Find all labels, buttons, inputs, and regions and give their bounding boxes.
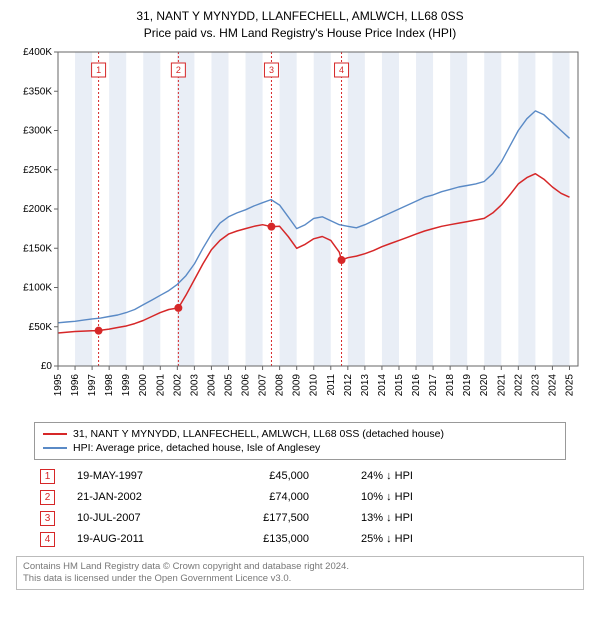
chart-container: 31, NANT Y MYNYDD, LLANFECHELL, AMLWCH, … [0, 0, 600, 594]
transaction-marker: 4 [40, 532, 55, 547]
svg-text:2020: 2020 [479, 373, 490, 396]
svg-text:£400K: £400K [23, 47, 52, 58]
transaction-date: 10-JUL-2007 [77, 512, 197, 524]
svg-text:1: 1 [96, 64, 101, 74]
legend-label-property: 31, NANT Y MYNYDD, LLANFECHELL, AMLWCH, … [73, 428, 444, 440]
svg-text:2019: 2019 [462, 373, 473, 396]
legend-row-hpi: HPI: Average price, detached house, Isle… [43, 441, 557, 455]
svg-text:4: 4 [339, 64, 344, 74]
svg-text:£100K: £100K [23, 282, 52, 293]
transaction-price: £74,000 [219, 491, 309, 503]
svg-text:2004: 2004 [206, 373, 217, 396]
legend: 31, NANT Y MYNYDD, LLANFECHELL, AMLWCH, … [34, 422, 566, 460]
svg-text:2: 2 [176, 64, 181, 74]
transaction-date: 19-MAY-1997 [77, 470, 197, 482]
chart-area: £0 £50K £100K £150K £200K £250K £300K £350K £400… [12, 46, 588, 416]
svg-text:2021: 2021 [496, 373, 507, 396]
transaction-marker: 1 [40, 469, 55, 484]
footnote: Contains HM Land Registry data © Crown c… [16, 556, 584, 591]
svg-text:2022: 2022 [513, 373, 524, 396]
svg-text:2005: 2005 [223, 373, 234, 396]
transaction-price: £45,000 [219, 470, 309, 482]
svg-text:£250K: £250K [23, 164, 52, 175]
svg-text:£300K: £300K [23, 125, 52, 136]
svg-text:2002: 2002 [172, 373, 183, 396]
legend-swatch-property [43, 433, 67, 435]
transaction-price: £135,000 [219, 533, 309, 545]
svg-text:2008: 2008 [275, 373, 286, 396]
svg-text:2014: 2014 [377, 373, 388, 396]
svg-text:2007: 2007 [258, 373, 269, 396]
transaction-price: £177,500 [219, 512, 309, 524]
table-row: 4 19-AUG-2011 £135,000 25% ↓ HPI [34, 529, 566, 550]
legend-row-property: 31, NANT Y MYNYDD, LLANFECHELL, AMLWCH, … [43, 427, 557, 441]
svg-text:2009: 2009 [292, 373, 303, 396]
transaction-date: 21-JAN-2002 [77, 491, 197, 503]
transaction-marker: 2 [40, 490, 55, 505]
table-row: 3 10-JUL-2007 £177,500 13% ↓ HPI [34, 508, 566, 529]
footnote-line-2: This data is licensed under the Open Gov… [23, 573, 577, 585]
svg-text:£0: £0 [41, 361, 53, 372]
transaction-marker: 3 [40, 511, 55, 526]
transactions-table: 1 19-MAY-1997 £45,000 24% ↓ HPI 2 21-JAN… [34, 466, 566, 550]
transaction-date: 19-AUG-2011 [77, 533, 197, 545]
svg-text:£200K: £200K [23, 204, 52, 215]
title-line-1: 31, NANT Y MYNYDD, LLANFECHELL, AMLWCH, … [12, 8, 588, 25]
transaction-diff: 10% ↓ HPI [331, 491, 441, 503]
svg-text:1996: 1996 [70, 373, 81, 396]
svg-text:2006: 2006 [241, 373, 252, 396]
svg-text:2003: 2003 [189, 373, 200, 396]
svg-text:2000: 2000 [138, 373, 149, 396]
svg-text:1997: 1997 [87, 373, 98, 396]
chart-svg: £0 £50K £100K £150K £200K £250K £300K £350K £400… [12, 46, 588, 416]
svg-text:2017: 2017 [428, 373, 439, 396]
svg-text:1999: 1999 [121, 373, 132, 396]
svg-text:£350K: £350K [23, 86, 52, 97]
svg-text:2015: 2015 [394, 373, 405, 396]
transaction-diff: 24% ↓ HPI [331, 470, 441, 482]
transaction-diff: 13% ↓ HPI [331, 512, 441, 524]
svg-text:£150K: £150K [23, 243, 52, 254]
svg-text:3: 3 [269, 64, 274, 74]
svg-text:2024: 2024 [547, 373, 558, 396]
svg-text:2025: 2025 [564, 373, 575, 396]
legend-label-hpi: HPI: Average price, detached house, Isle… [73, 442, 320, 454]
svg-text:2012: 2012 [343, 373, 354, 396]
svg-text:£50K: £50K [29, 321, 53, 332]
title-line-2: Price paid vs. HM Land Registry's House … [12, 25, 588, 42]
svg-text:2023: 2023 [530, 373, 541, 396]
svg-text:2016: 2016 [411, 373, 422, 396]
svg-text:2018: 2018 [445, 373, 456, 396]
svg-text:2013: 2013 [360, 373, 371, 396]
transaction-diff: 25% ↓ HPI [331, 533, 441, 545]
svg-text:1998: 1998 [104, 373, 115, 396]
legend-swatch-hpi [43, 447, 67, 449]
svg-text:2001: 2001 [155, 373, 166, 396]
svg-text:1995: 1995 [53, 373, 64, 396]
title-block: 31, NANT Y MYNYDD, LLANFECHELL, AMLWCH, … [12, 8, 588, 42]
table-row: 2 21-JAN-2002 £74,000 10% ↓ HPI [34, 487, 566, 508]
footnote-line-1: Contains HM Land Registry data © Crown c… [23, 561, 577, 573]
svg-text:2011: 2011 [326, 373, 337, 395]
svg-text:2010: 2010 [309, 373, 320, 396]
table-row: 1 19-MAY-1997 £45,000 24% ↓ HPI [34, 466, 566, 487]
